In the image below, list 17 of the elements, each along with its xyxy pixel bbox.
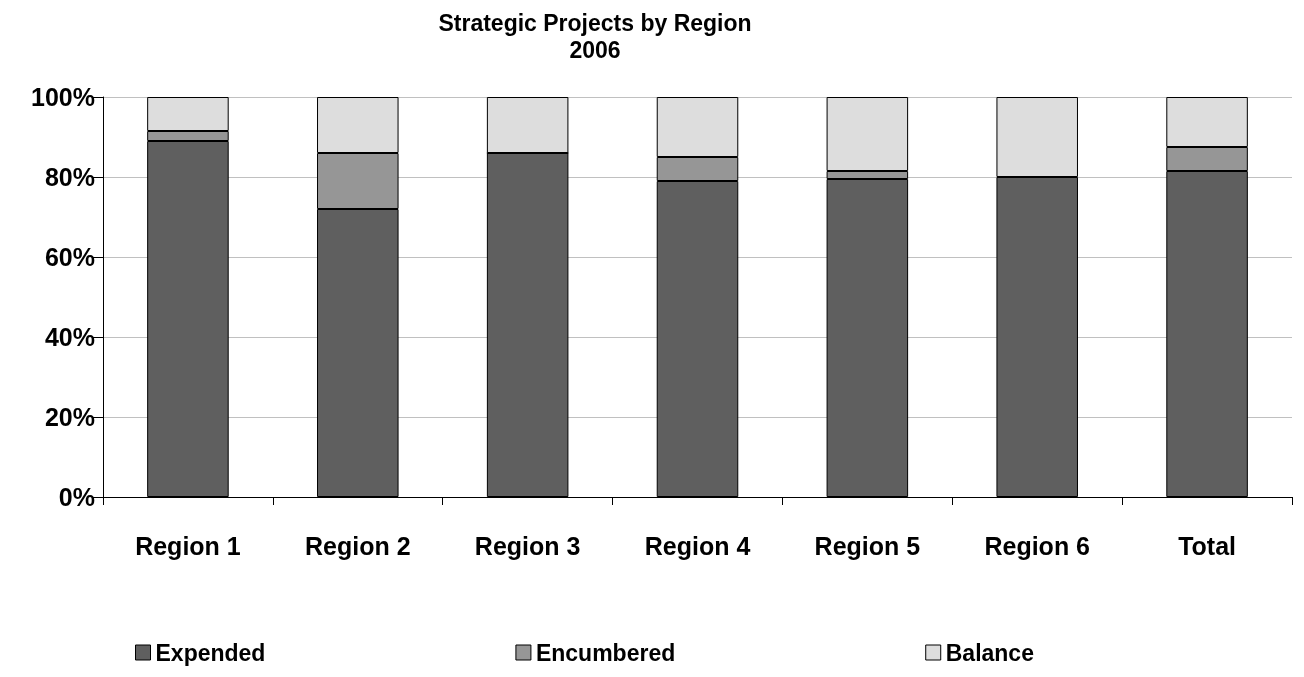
y-tick-label: 0%	[58, 483, 95, 511]
y-tick-label: 20%	[44, 403, 95, 431]
chart-title: Strategic Projects by Region 2006	[438, 9, 752, 63]
x-tick-label: Region 5	[814, 531, 921, 560]
x-tick-label: Region 4	[644, 531, 751, 560]
y-tick-label: 80%	[44, 163, 95, 191]
x-tick-label: Region 1	[135, 531, 241, 560]
x-tick-label: Region 3	[474, 531, 581, 560]
legend-label: Expended	[155, 639, 266, 666]
legend-label: Balance	[945, 639, 1034, 666]
x-tick-label: Region 6	[984, 531, 1090, 560]
x-tick-label: Total	[1178, 531, 1237, 560]
y-tick-label: 100%	[31, 83, 95, 111]
legend-label: Encumbered	[535, 639, 676, 666]
y-tick-label: 60%	[44, 243, 95, 271]
x-tick-label: Region 2	[305, 531, 411, 560]
y-tick-label: 40%	[44, 323, 95, 351]
